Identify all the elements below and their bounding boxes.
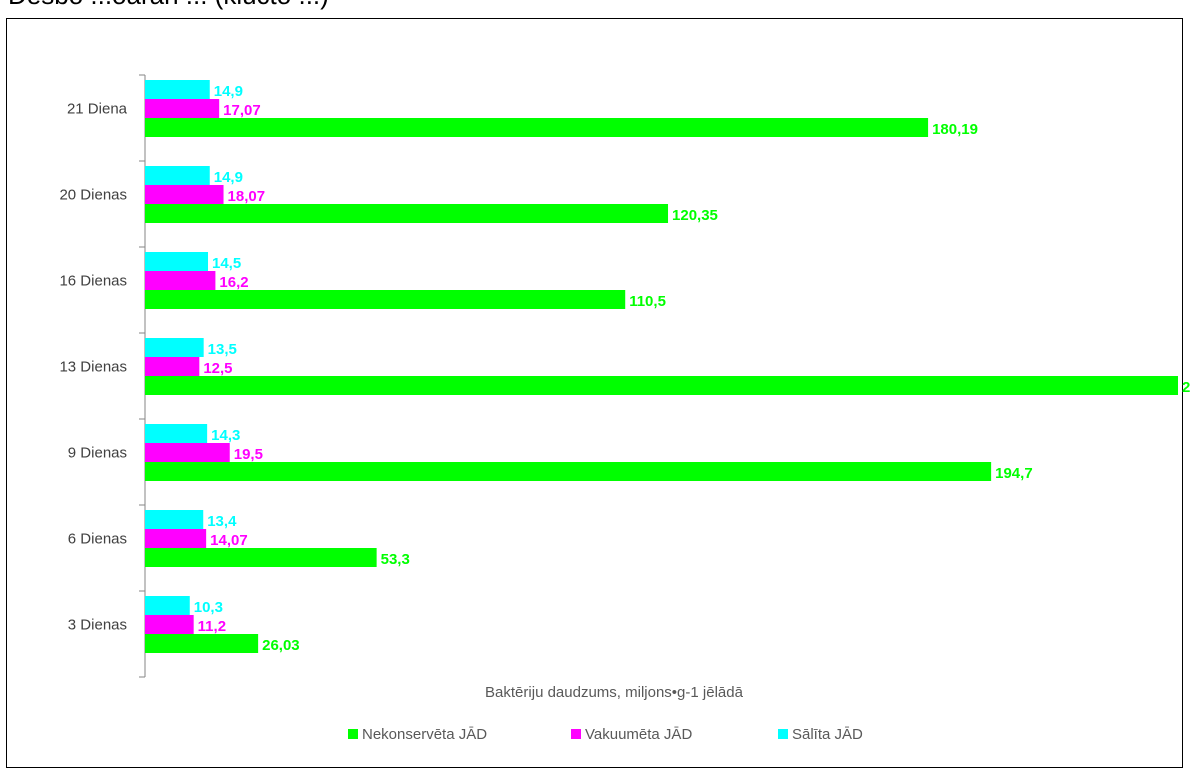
bar-vakuumeta-jad <box>145 185 224 204</box>
data-label: 180,19 <box>932 121 978 138</box>
data-label: 14,9 <box>214 169 243 186</box>
data-label: 194,7 <box>995 465 1033 482</box>
bar-nekonserveta-jad <box>145 204 669 223</box>
bar-nekonserveta-jad <box>145 548 377 567</box>
bar-vakuumeta-jad <box>145 271 216 290</box>
data-label: 19,5 <box>234 446 263 463</box>
data-label: 237,7 <box>1182 379 1190 396</box>
bar-vakuumeta-jad <box>145 99 220 118</box>
data-label: 53,3 <box>381 551 410 568</box>
bar-salita-jad <box>145 338 204 357</box>
bar-nekonserveta-jad <box>145 634 259 653</box>
data-label: 14,3 <box>211 427 240 444</box>
data-label: 16,2 <box>219 274 248 291</box>
legend-label: Vakuumēta JĀD <box>585 726 692 743</box>
data-label: 12,5 <box>203 360 232 377</box>
category-label: 21 Diena <box>67 101 128 118</box>
bar-salita-jad <box>145 166 210 185</box>
legend-swatch-nekonserveta-jad <box>348 729 358 739</box>
category-label: 3 Dienas <box>68 617 127 634</box>
data-label: 26,03 <box>262 637 300 654</box>
data-label: 120,35 <box>672 207 718 224</box>
data-label: 18,07 <box>228 188 266 205</box>
bar-nekonserveta-jad <box>145 462 992 481</box>
bar-salita-jad <box>145 510 204 529</box>
bar-salita-jad <box>145 252 209 271</box>
page-title: Desbo ...oaran ... (klucto ...) <box>8 0 329 11</box>
category-label: 16 Dienas <box>59 273 127 290</box>
legend-label: Nekonservēta JĀD <box>362 726 487 743</box>
category-label: 9 Dienas <box>68 445 127 462</box>
data-label: 14,9 <box>214 83 243 100</box>
bar-salita-jad <box>145 424 208 443</box>
data-label: 10,3 <box>194 599 223 616</box>
category-label: 20 Dienas <box>59 187 127 204</box>
bar-salita-jad <box>145 80 210 99</box>
bar-vakuumeta-jad <box>145 615 194 634</box>
data-label: 17,07 <box>223 102 261 119</box>
data-label: 11,2 <box>198 618 226 635</box>
legend-label: Sālīta JĀD <box>792 726 863 743</box>
bar-vakuumeta-jad <box>145 529 207 548</box>
data-label: 110,5 <box>629 293 666 310</box>
x-axis-title: Baktēriju daudzums, miljons•g-1 jēlādā <box>485 684 744 701</box>
legend-swatch-salita-jad <box>778 729 788 739</box>
bar-salita-jad <box>145 596 190 615</box>
bar-vakuumeta-jad <box>145 443 230 462</box>
data-label: 14,07 <box>210 532 248 549</box>
bar-nekonserveta-jad <box>145 290 626 309</box>
bar-nekonserveta-jad <box>145 376 1178 395</box>
data-label: 13,5 <box>208 341 237 358</box>
legend-swatch-vakuumeta-jad <box>571 729 581 739</box>
data-label: 14,5 <box>212 255 241 272</box>
category-label: 13 Dienas <box>59 359 127 376</box>
data-label: 13,4 <box>207 513 237 530</box>
bar-nekonserveta-jad <box>145 118 929 137</box>
bar-vakuumeta-jad <box>145 357 200 376</box>
category-label: 6 Dienas <box>68 531 127 548</box>
